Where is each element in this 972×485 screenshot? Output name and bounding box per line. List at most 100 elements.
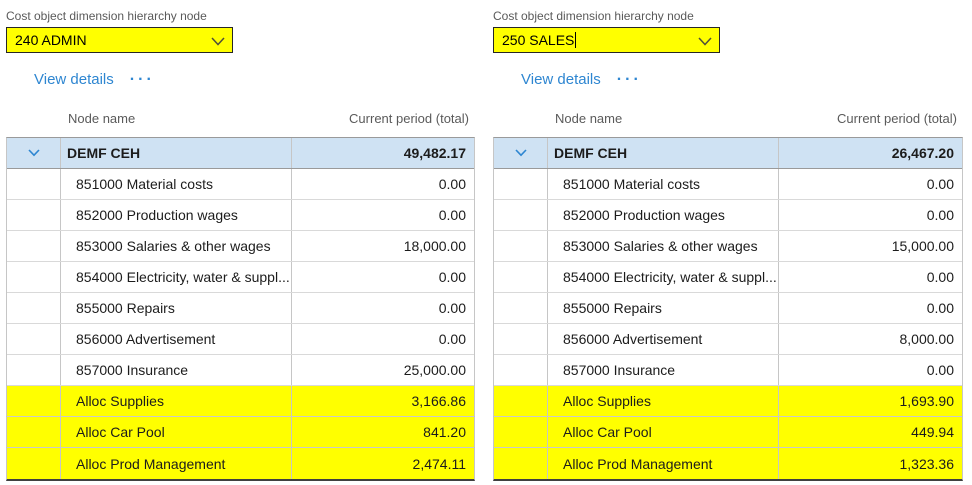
chevron-down-icon[interactable] [698,37,712,46]
node-name-cell[interactable]: 855000 Repairs [548,293,779,323]
node-name-cell[interactable]: 855000 Repairs [61,293,292,323]
table-row[interactable]: 856000 Advertisement 0.00 [7,324,474,355]
current-period-cell[interactable]: 0.00 [438,300,466,316]
row-selector-cell[interactable] [7,355,61,385]
node-name-cell[interactable]: Alloc Prod Management [548,448,779,479]
table-row[interactable]: 854000 Electricity, water & suppl... 0.0… [494,262,962,293]
node-name-cell[interactable]: 851000 Material costs [548,169,779,199]
current-period-cell[interactable]: 1,693.90 [899,393,955,409]
node-name-cell[interactable]: 853000 Salaries & other wages [548,231,779,261]
node-name-cell[interactable]: 851000 Material costs [61,169,292,199]
current-period-cell[interactable]: 0.00 [438,207,466,223]
row-selector-cell[interactable] [7,200,61,230]
column-header-current-period[interactable]: Current period (total) [349,111,469,126]
current-period-cell[interactable]: 2,474.11 [412,455,466,472]
table-row[interactable]: Alloc Car Pool 449.94 [494,417,962,448]
table-row[interactable]: Alloc Supplies 3,166.86 [7,386,474,417]
current-period-cell[interactable]: 15,000.00 [891,238,954,254]
row-selector-cell[interactable] [7,262,61,292]
table-row[interactable]: 855000 Repairs 0.00 [7,293,474,324]
row-selector-cell[interactable] [494,262,548,292]
node-name-cell[interactable]: 852000 Production wages [61,200,292,230]
column-header-node-name[interactable]: Node name [555,111,623,126]
current-period-cell[interactable]: 449.94 [911,424,954,440]
node-name-cell[interactable]: Alloc Prod Management [61,448,292,479]
row-selector-cell[interactable] [494,138,548,168]
row-selector-cell[interactable] [494,324,548,354]
current-period-cell[interactable]: 0.00 [438,269,466,285]
table-row[interactable]: 851000 Material costs 0.00 [7,169,474,200]
table-row[interactable]: 852000 Production wages 0.00 [494,200,962,231]
chevron-down-icon[interactable] [27,149,40,157]
hierarchy-node-combobox[interactable]: 250 SALES [493,27,720,53]
table-row[interactable]: Alloc Prod Management 1,323.36 [494,448,962,479]
current-period-cell[interactable]: 0.00 [926,176,954,192]
row-selector-cell[interactable] [494,200,548,230]
more-options-button[interactable]: ··· [129,71,155,88]
hierarchy-node-combobox[interactable]: 240 ADMIN [6,27,233,53]
row-selector-cell[interactable] [7,324,61,354]
table-row[interactable]: 856000 Advertisement 8,000.00 [494,324,962,355]
table-row[interactable]: DEMF CEH 26,467.20 [494,138,962,169]
row-selector-cell[interactable] [494,293,548,323]
current-period-cell[interactable]: 8,000.00 [899,331,955,347]
table-row[interactable]: 853000 Salaries & other wages 15,000.00 [494,231,962,262]
column-header-node-name[interactable]: Node name [68,111,136,126]
current-period-cell[interactable]: 26,467.20 [891,145,954,161]
table-row[interactable]: 855000 Repairs 0.00 [494,293,962,324]
table-row[interactable]: 852000 Production wages 0.00 [7,200,474,231]
current-period-cell[interactable]: 0.00 [926,207,954,223]
node-name-cell[interactable]: Alloc Supplies [548,386,779,416]
node-name-cell[interactable]: 857000 Insurance [61,355,292,385]
node-name-cell[interactable]: Alloc Car Pool [61,417,292,447]
row-selector-cell[interactable] [7,169,61,199]
row-selector-cell[interactable] [7,138,61,168]
row-selector-cell[interactable] [7,231,61,261]
node-name-cell[interactable]: 856000 Advertisement [61,324,292,354]
current-period-cell[interactable]: 1,323.36 [899,455,955,472]
node-name-cell[interactable]: 852000 Production wages [548,200,779,230]
row-selector-cell[interactable] [494,231,548,261]
node-name-cell[interactable]: 854000 Electricity, water & suppl... [548,262,779,292]
node-name-cell[interactable]: Alloc Supplies [61,386,292,416]
table-row[interactable]: 851000 Material costs 0.00 [494,169,962,200]
node-name-cell[interactable]: 853000 Salaries & other wages [61,231,292,261]
current-period-cell[interactable]: 25,000.00 [403,362,466,378]
current-period-cell[interactable]: 0.00 [438,176,466,192]
more-options-button[interactable]: ··· [616,71,642,88]
table-row[interactable]: Alloc Car Pool 841.20 [7,417,474,448]
current-period-cell[interactable]: 49,482.17 [403,145,466,161]
row-selector-cell[interactable] [7,417,61,447]
row-selector-cell[interactable] [494,448,548,479]
row-selector-cell[interactable] [494,386,548,416]
node-name-cell[interactable]: 854000 Electricity, water & suppl... [61,262,292,292]
current-period-cell[interactable]: 841.20 [423,424,466,440]
node-name-cell[interactable]: DEMF CEH [548,138,779,168]
node-name-cell[interactable]: Alloc Car Pool [548,417,779,447]
row-selector-cell[interactable] [494,417,548,447]
table-row[interactable]: 857000 Insurance 0.00 [494,355,962,386]
row-selector-cell[interactable] [494,169,548,199]
row-selector-cell[interactable] [7,448,61,479]
table-row[interactable]: Alloc Prod Management 2,474.11 [7,448,474,479]
current-period-cell[interactable]: 0.00 [926,300,954,316]
current-period-cell[interactable]: 0.00 [438,331,466,347]
current-period-cell[interactable]: 0.00 [926,269,954,285]
table-row[interactable]: DEMF CEH 49,482.17 [7,138,474,169]
current-period-cell[interactable]: 3,166.86 [411,393,467,409]
chevron-down-icon[interactable] [211,37,225,46]
view-details-link[interactable]: View details [34,71,114,88]
node-name-cell[interactable]: DEMF CEH [61,138,292,168]
table-row[interactable]: Alloc Supplies 1,693.90 [494,386,962,417]
node-name-cell[interactable]: 856000 Advertisement [548,324,779,354]
row-selector-cell[interactable] [7,386,61,416]
column-header-current-period[interactable]: Current period (total) [837,111,957,126]
row-selector-cell[interactable] [494,355,548,385]
table-row[interactable]: 854000 Electricity, water & suppl... 0.0… [7,262,474,293]
current-period-cell[interactable]: 0.00 [926,362,954,378]
node-name-cell[interactable]: 857000 Insurance [548,355,779,385]
table-row[interactable]: 853000 Salaries & other wages 18,000.00 [7,231,474,262]
row-selector-cell[interactable] [7,293,61,323]
chevron-down-icon[interactable] [514,149,527,157]
table-row[interactable]: 857000 Insurance 25,000.00 [7,355,474,386]
